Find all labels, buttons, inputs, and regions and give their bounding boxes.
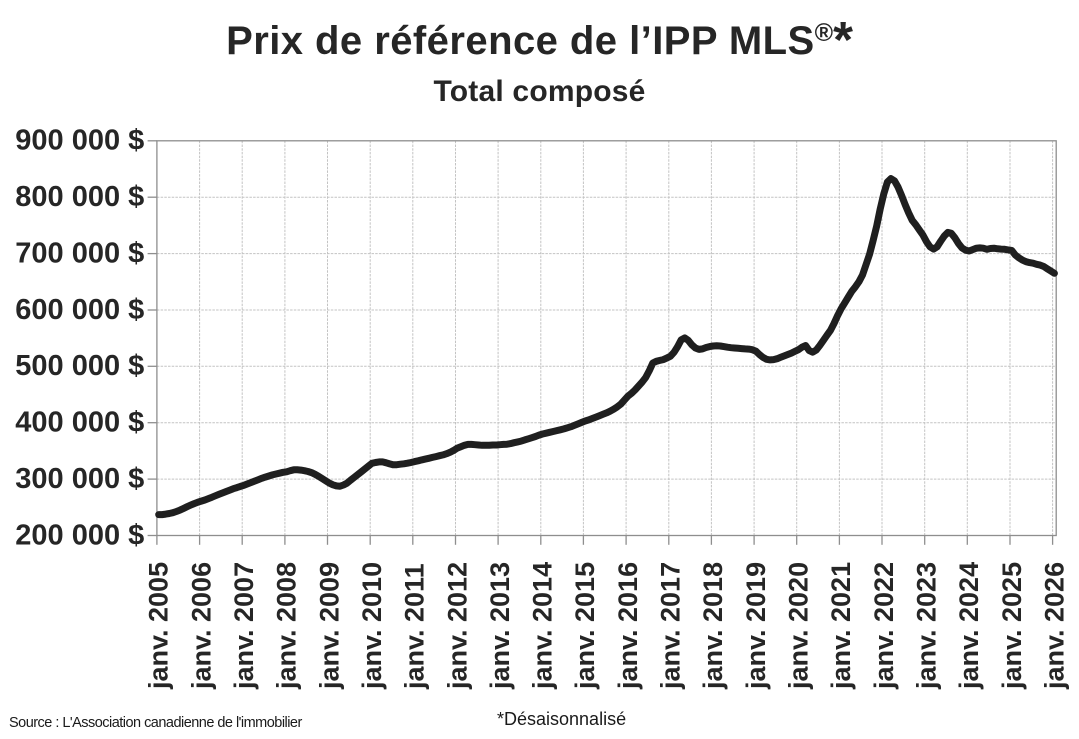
svg-text:janv. 2009: janv. 2009 (314, 562, 344, 690)
svg-text:janv. 2006: janv. 2006 (186, 562, 216, 690)
svg-text:janv. 2026: janv. 2026 (1039, 562, 1069, 690)
svg-text:janv. 2018: janv. 2018 (698, 562, 728, 690)
svg-text:janv. 2022: janv. 2022 (869, 562, 899, 690)
svg-text:janv. 2024: janv. 2024 (954, 562, 984, 690)
svg-text:janv. 2023: janv. 2023 (912, 562, 942, 690)
svg-text:janv. 2007: janv. 2007 (229, 562, 259, 690)
svg-text:janv. 2020: janv. 2020 (784, 562, 814, 690)
svg-text:900 000 $: 900 000 $ (15, 125, 144, 157)
svg-text:200 000 $: 200 000 $ (15, 519, 144, 551)
svg-text:janv. 2008: janv. 2008 (272, 562, 302, 690)
svg-text:janv. 2015: janv. 2015 (570, 562, 600, 690)
svg-text:janv. 2014: janv. 2014 (528, 562, 558, 690)
svg-text:janv. 2025: janv. 2025 (997, 562, 1027, 690)
svg-text:janv. 2005: janv. 2005 (144, 562, 174, 690)
svg-text:janv. 2016: janv. 2016 (613, 562, 643, 690)
svg-text:janv. 2017: janv. 2017 (656, 562, 686, 690)
svg-text:janv. 2013: janv. 2013 (485, 562, 515, 690)
svg-text:janv. 2012: janv. 2012 (442, 562, 472, 690)
svg-text:600 000 $: 600 000 $ (15, 294, 144, 326)
svg-text:400 000 $: 400 000 $ (15, 407, 144, 439)
svg-text:janv. 2019: janv. 2019 (741, 562, 771, 690)
svg-text:300 000 $: 300 000 $ (15, 463, 144, 495)
svg-text:janv. 2011: janv. 2011 (400, 563, 430, 690)
svg-text:700 000 $: 700 000 $ (15, 238, 144, 270)
svg-text:500 000 $: 500 000 $ (15, 350, 144, 382)
svg-text:janv. 2010: janv. 2010 (357, 562, 387, 690)
svg-text:800 000 $: 800 000 $ (15, 181, 144, 213)
svg-text:janv. 2021: janv. 2021 (826, 562, 856, 690)
